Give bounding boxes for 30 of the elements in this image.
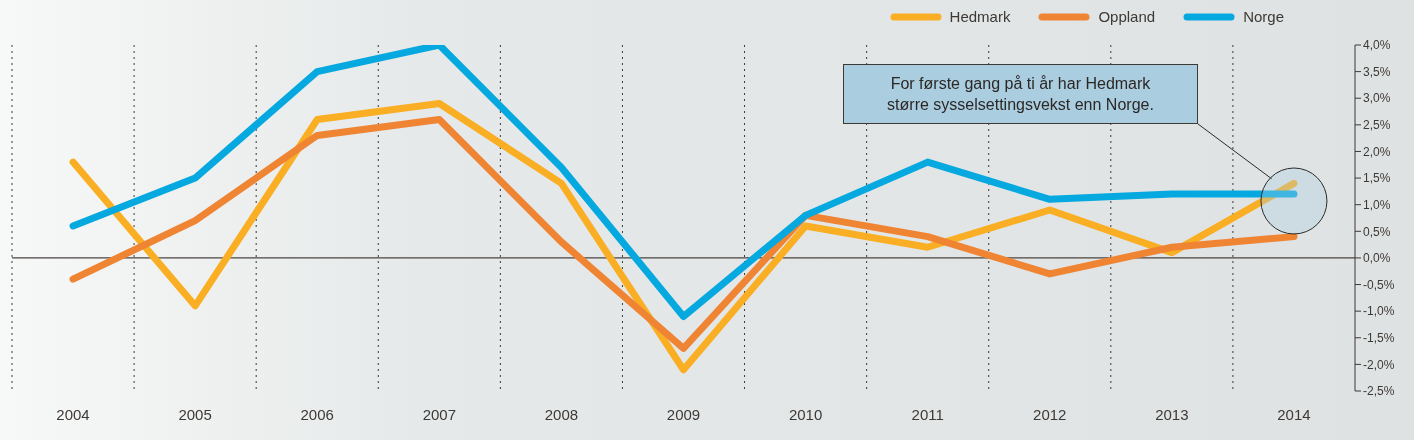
legend-label: Hedmark: [949, 8, 1011, 25]
x-tick-label: 2006: [300, 405, 334, 423]
x-tick-label: 2009: [666, 405, 701, 423]
legend-label: Oppland: [1098, 8, 1156, 25]
y-tick-label: -0,5%: [1363, 277, 1395, 292]
y-tick-label: 4,0%: [1363, 38, 1391, 53]
x-tick-label: 2012: [1033, 405, 1067, 423]
y-tick-label: -1,5%: [1363, 331, 1395, 346]
y-tick-label: 0,0%: [1363, 251, 1391, 266]
y-tick-label: 2,0%: [1363, 144, 1391, 159]
x-tick-label: 2011: [911, 405, 944, 423]
x-tick-label: 2005: [178, 405, 212, 423]
x-tick-label: 2013: [1155, 405, 1189, 423]
x-tick-label: 2007: [422, 405, 457, 423]
y-tick-label: -2,5%: [1363, 384, 1395, 399]
y-tick-label: 1,0%: [1363, 197, 1391, 212]
y-tick-label: 1,5%: [1363, 171, 1391, 186]
annotation: For første gang på ti år har Hedmark større sysselsettingsvekst enn Norge.: [887, 75, 1154, 113]
y-tick-label: 3,0%: [1363, 91, 1391, 106]
y-tick-label: -1,0%: [1363, 304, 1395, 319]
y-tick-label: 3,5%: [1363, 64, 1391, 79]
legend-label: Norge: [1243, 8, 1284, 25]
y-tick-label: 2,5%: [1363, 118, 1391, 133]
x-tick-label: 2008: [544, 405, 579, 423]
x-tick-label: 2010: [788, 405, 823, 423]
note-box: For første gang på ti år har Hedmark større sysselsettingsvekst enn Norge.: [843, 64, 1198, 124]
x-tick-label: 2014: [1277, 405, 1311, 423]
x-tick-label: 2004: [56, 405, 90, 423]
y-tick-label: -2,0%: [1363, 357, 1395, 372]
y-tick-label: 0,5%: [1363, 224, 1391, 239]
